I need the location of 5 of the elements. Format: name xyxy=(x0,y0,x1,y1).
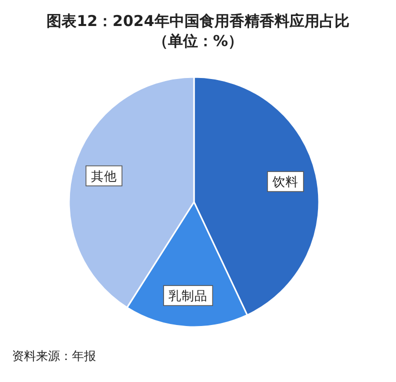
text: 资料来源：年报 xyxy=(12,349,96,363)
slice-label: 其他 xyxy=(90,168,117,184)
chart-title: 图表12：2024年中国食用香精香料应用占比（单位：%） xyxy=(46,12,350,50)
slice-label: 饮料 xyxy=(271,174,298,190)
slice-label: 乳制品 xyxy=(168,288,208,304)
